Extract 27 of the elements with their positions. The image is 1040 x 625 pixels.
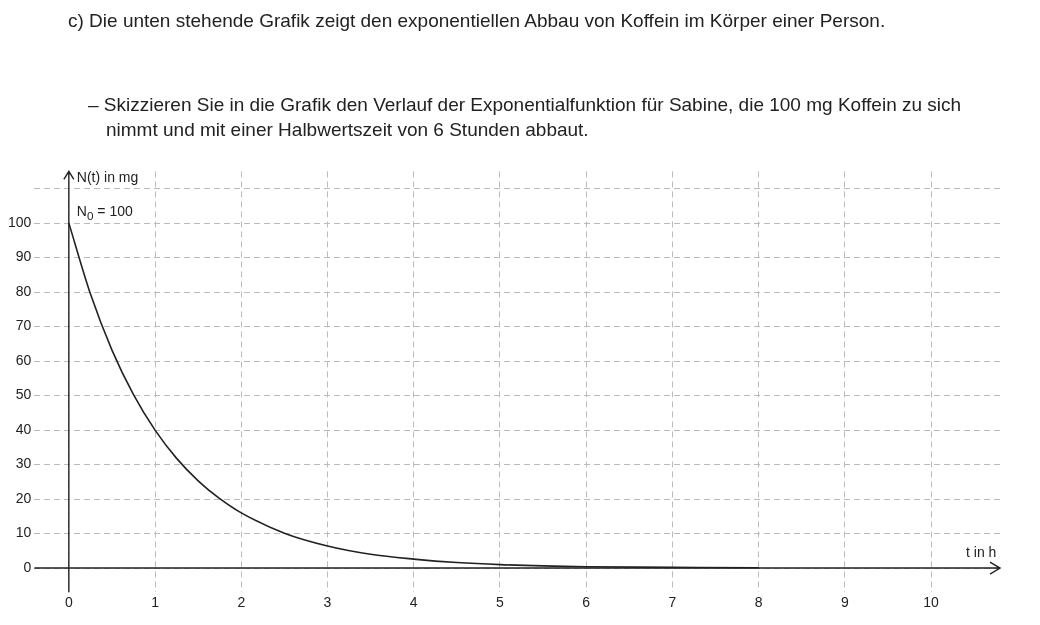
x-tick-label: 2 xyxy=(237,594,246,611)
x-tick-label: 4 xyxy=(409,594,418,611)
y-tick-label: 80 xyxy=(15,282,32,299)
y-tick-label: 10 xyxy=(15,524,32,541)
y-tick-label: 20 xyxy=(15,489,32,506)
y-tick-label: 50 xyxy=(15,386,32,403)
y-tick-label: 60 xyxy=(15,351,32,368)
x-tick-label: 3 xyxy=(323,594,332,611)
x-tick-label: 10 xyxy=(923,594,940,611)
y-tick-label: 30 xyxy=(15,455,32,472)
chart-title: c) Die unten stehende Grafik zeigt den exponentiellen Abbau von Koffein im Körper einer Person. xyxy=(68,9,887,33)
x-tick-label: 1 xyxy=(151,594,160,611)
x-tick-label: 0 xyxy=(64,594,73,611)
y-tick-label: 90 xyxy=(15,248,32,265)
x-axis-title: t in h xyxy=(966,544,997,561)
x-tick-label: 5 xyxy=(496,594,505,611)
y-axis-title: N(t) in mg xyxy=(76,169,139,186)
chart-subtitle: – Skizzieren Sie in die Grafik den Verlauf der Exponentialfunktion für Sabine, die 100 mg Koffein zu sich nimmt und mit einer Halbwertszeit von 6 Stunden abbaut. xyxy=(88,93,963,142)
annotation: N$_{0}$ = 100 xyxy=(76,203,133,222)
y-tick-label: 40 xyxy=(15,420,32,437)
y-tick-label: 0 xyxy=(23,558,32,575)
x-tick-label: 9 xyxy=(840,594,849,611)
y-tick-label: 100 xyxy=(8,214,32,230)
x-tick-label: 6 xyxy=(582,594,591,611)
y-tick-label: 70 xyxy=(15,317,32,334)
x-tick-label: 7 xyxy=(668,594,677,611)
x-tick-label: 8 xyxy=(754,594,763,611)
